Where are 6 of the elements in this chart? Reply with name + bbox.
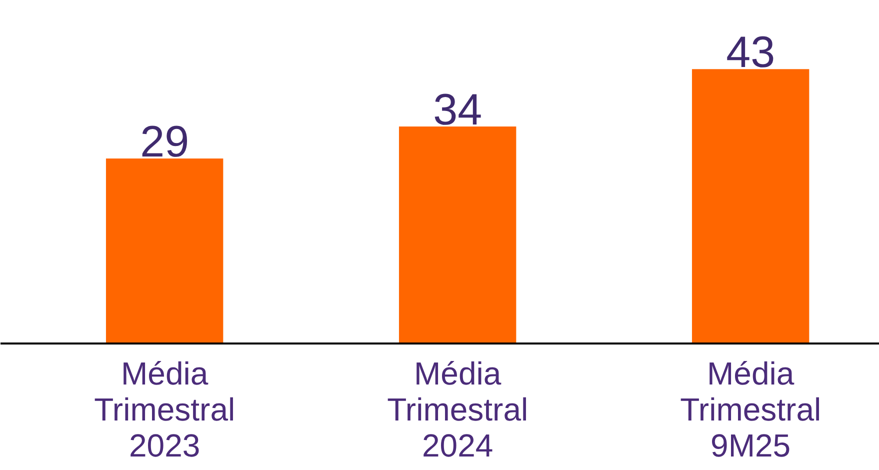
data-label: 34	[433, 86, 482, 135]
data-label: 29	[140, 117, 190, 166]
data-label: 43	[726, 28, 776, 78]
x-tick-label: Média Trimestral 9M25	[680, 356, 822, 464]
x-tick-label: Média Trimestral 2023	[94, 356, 236, 464]
x-tick-label: Média Trimestral 2024	[387, 356, 528, 464]
